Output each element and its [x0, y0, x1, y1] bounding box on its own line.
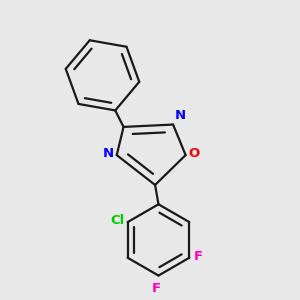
Text: F: F [194, 250, 202, 262]
Text: O: O [188, 147, 200, 160]
Text: Cl: Cl [110, 214, 124, 227]
Text: N: N [175, 109, 186, 122]
Text: N: N [103, 147, 114, 160]
Text: F: F [152, 282, 161, 295]
